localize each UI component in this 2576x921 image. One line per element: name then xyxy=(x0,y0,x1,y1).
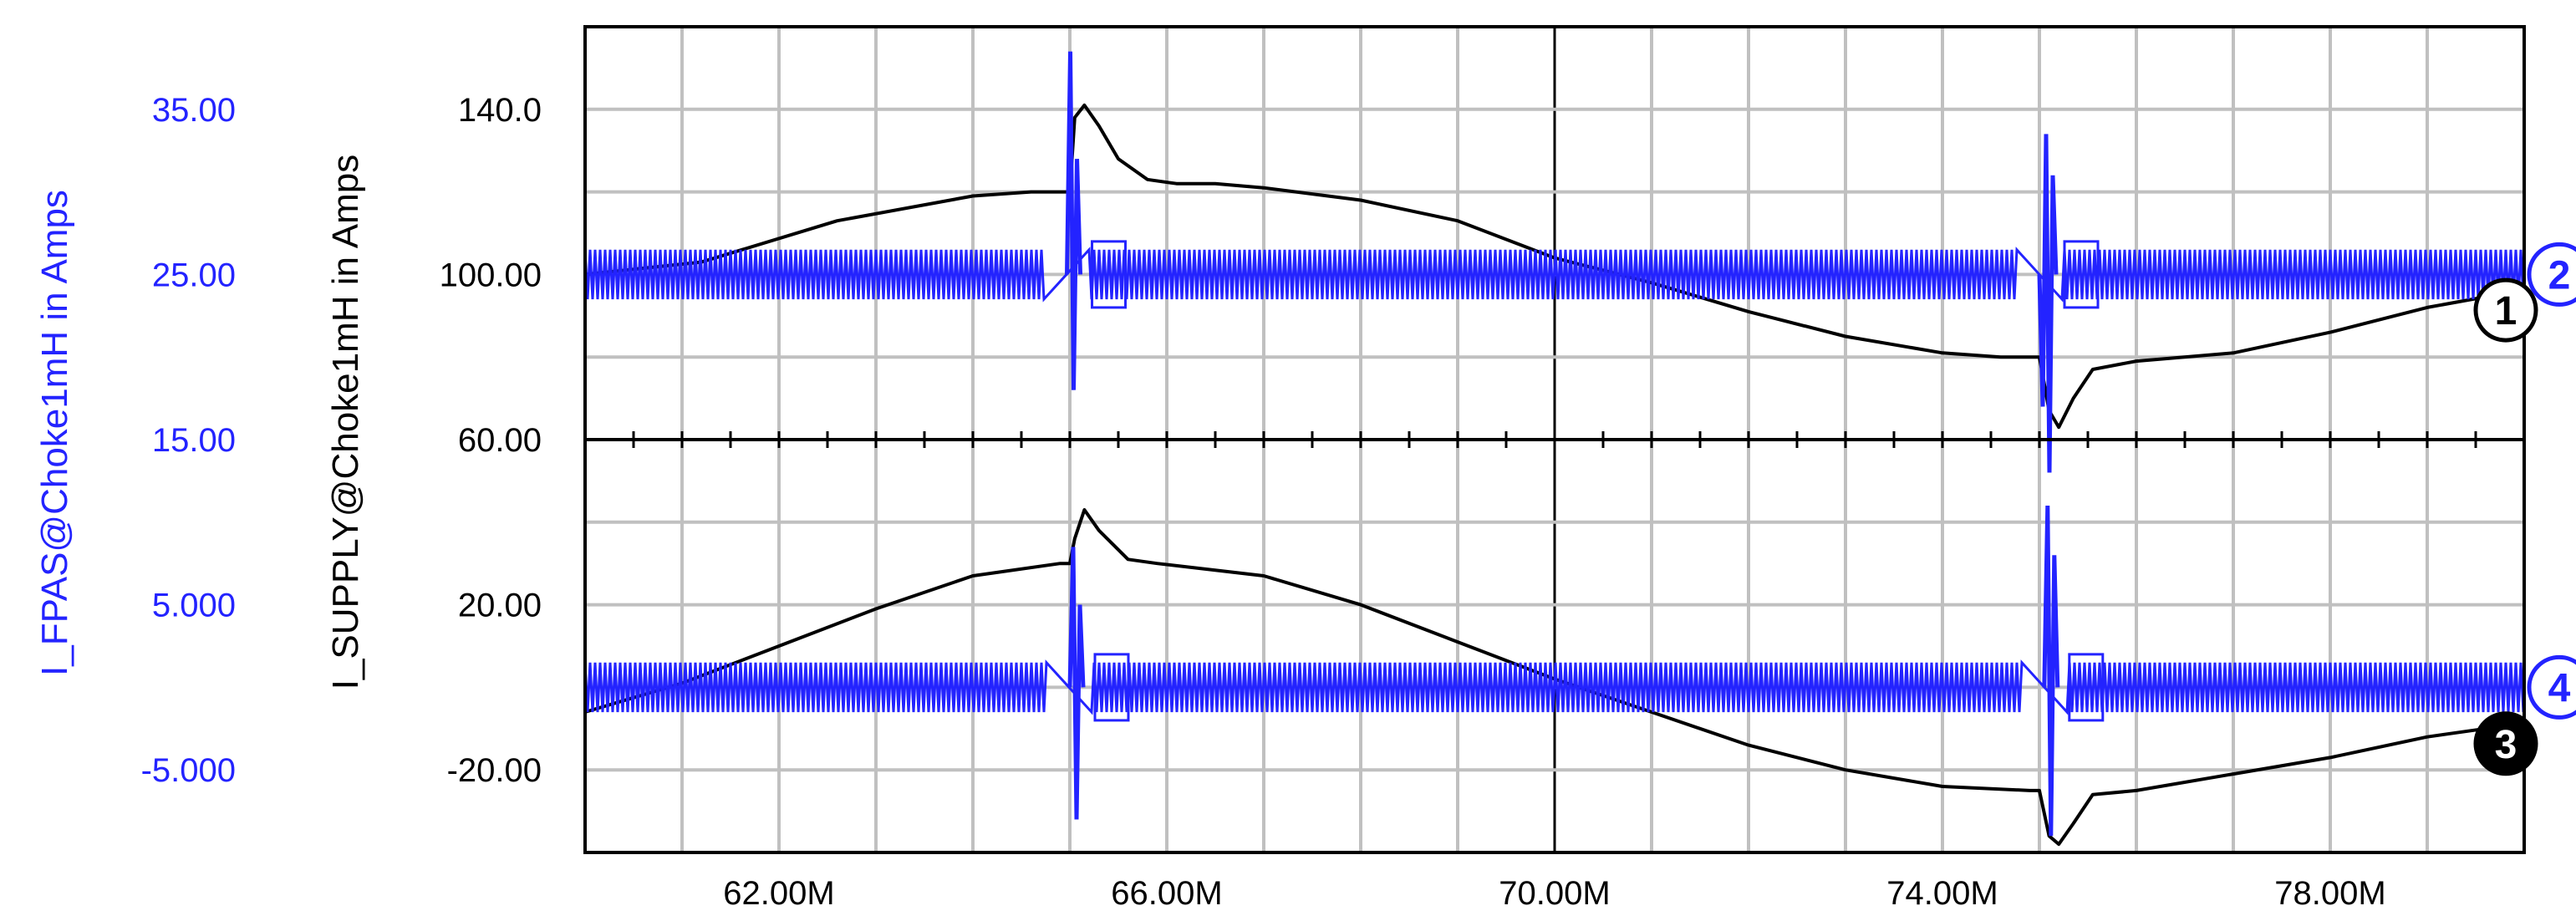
series-4-band xyxy=(583,659,2525,715)
inner-y-axis-label: I_SUPPLY@Choke1mH in Amps xyxy=(325,155,366,690)
inner-y-tick-label: -20.00 xyxy=(447,752,542,789)
outer-y-tick-label: -5.000 xyxy=(141,752,236,789)
outer-y-axis-label: I_FPAS@Choke1mH in Amps xyxy=(34,190,75,676)
x-tick-label: 62.00M xyxy=(723,875,834,912)
frame-layer xyxy=(583,25,2526,854)
series-2-marker xyxy=(2527,242,2576,307)
inner-y-tick-label: 20.00 xyxy=(458,588,542,624)
x-tick-label: 74.00M xyxy=(1886,875,1998,912)
outer-y-tick-label: 15.00 xyxy=(152,422,236,459)
x-tick-label: 78.00M xyxy=(2274,875,2385,912)
series-3-marker-label: 3 xyxy=(2495,723,2517,767)
series-4-marker xyxy=(2527,654,2576,720)
series-1-marker-label: 1 xyxy=(2495,289,2517,333)
series-1-marker xyxy=(2473,277,2538,343)
series-2-band xyxy=(583,247,2525,303)
series-2-ringing-2 xyxy=(2063,240,2100,309)
outer-y-tick-label: 35.00 xyxy=(152,92,236,129)
x-tick-label: 70.00M xyxy=(1499,875,1610,912)
outer-y-tick-label: 25.00 xyxy=(152,257,236,293)
inner-y-tick-label: 60.00 xyxy=(458,422,542,459)
series-4-ringing-2 xyxy=(2068,653,2105,722)
inner-y-tick-label: 140.0 xyxy=(458,92,542,129)
inner-y-tick-label: 100.00 xyxy=(440,257,542,293)
x-tick-label: 66.00M xyxy=(1111,875,1222,912)
series-2-marker-label: 2 xyxy=(2548,253,2571,298)
label-layer: 62.00M 66.00M 70.00M 74.00M 78.00M 140.0 100.0… xyxy=(141,92,2576,912)
series-4-spike-2 xyxy=(2042,505,2060,837)
trace-layer xyxy=(583,51,2525,847)
series-4-marker-label: 4 xyxy=(2548,666,2571,710)
outer-y-tick-label: 5.000 xyxy=(152,588,236,624)
series-4-ringing-1 xyxy=(1093,653,1130,722)
series-2-spike-1 xyxy=(1065,51,1083,390)
series-3-marker xyxy=(2473,711,2538,776)
series-2-spike-2 xyxy=(2037,134,2059,473)
series-4-spike-1 xyxy=(1067,547,1086,820)
series-2-ringing-1 xyxy=(1091,240,1128,309)
